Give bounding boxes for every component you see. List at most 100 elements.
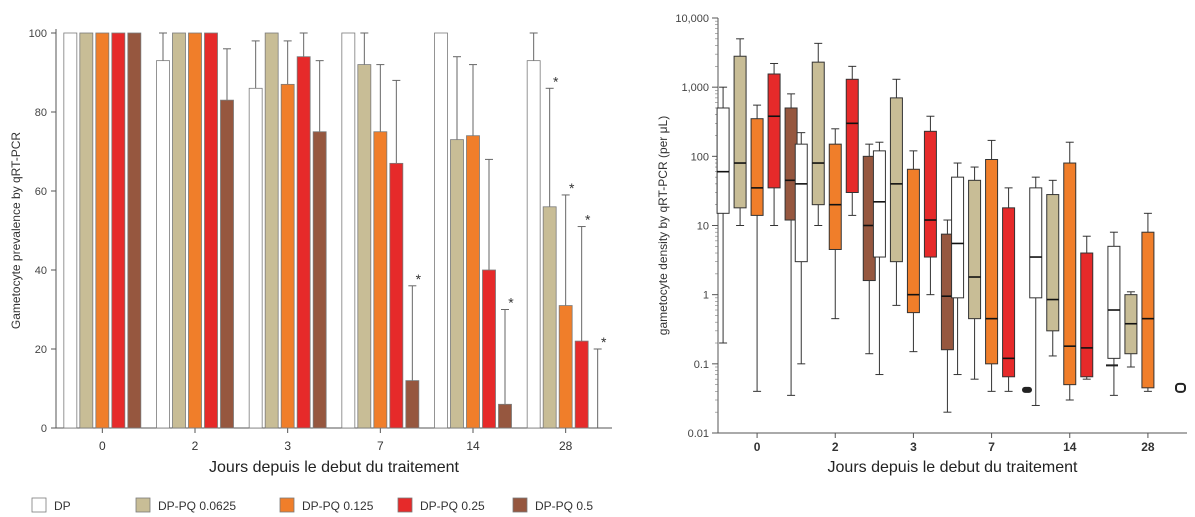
bar-dp-pq-0-5-day-14 [498,403,512,429]
box-dp-pq-0-0625-day-2 [811,61,825,206]
legend-label-dp-pq-0-0625: DP-PQ 0.0625 [158,499,236,513]
box-dp-pq-0-125-day-2 [828,143,842,250]
box-dp-day-3 [872,150,886,258]
box-dp-pq-0-25-day-14 [1080,252,1094,378]
bar-dp-day-28 [526,60,541,429]
x-tick-label-day-14: 14 [466,439,480,453]
bar-dp-pq-0-0625-day-0 [79,32,94,429]
legend-swatch-dp-pq-0-125 [279,497,295,513]
box-dp-pq-0-125-day-14 [1063,162,1077,386]
significance-mark-dp-pq-0-0625-day-28: * [553,73,559,89]
bar-dp-pq-0-25-day-0 [111,32,126,429]
significance-mark-dp-pq-0-5-day-7: * [416,271,422,287]
x-tick-label-day-3: 3 [284,439,291,453]
box-dp-pq-0-0625-day-3 [889,97,903,263]
legend-swatch-dp-pq-0-25 [397,497,413,513]
bar-dp-pq-0-5-day-7 [405,380,420,429]
box-dp-pq-0-25-day-0 [767,73,781,189]
box-dp-day-14 [1029,187,1043,299]
box-dp-pq-0-25-day-2 [845,78,859,193]
bar-dp-pq-0-25-day-7 [389,162,404,429]
bar-dp-pq-0-0625-day-14 [450,139,464,429]
legend-swatch-dp-pq-0-0625 [135,497,151,513]
bar-dp-pq-0-25-day-3 [296,56,311,429]
x-tick-label-day-0: 0 [754,440,761,454]
box-dp-pq-0-25-day-3 [923,130,937,258]
significance-mark-dp-pq-0-5-day-14: * [508,295,514,311]
x-tick-label-day-7: 7 [377,439,384,453]
bar-dp-pq-0-0625-day-3 [264,32,279,429]
significance-mark-dp-pq-0-5-day-28: * [601,334,607,350]
bar-dp-day-14 [434,32,448,429]
x-axis-title: Jours depuis le debut du traitement [828,459,1078,476]
collapsed-marker-day-28 [1175,382,1186,393]
legend-label-dp: DP [54,499,71,513]
y-tick-label-10: 10 [697,221,709,233]
box-dp-pq-0-0625-day-7 [968,179,982,320]
box-dp-day-2 [794,143,808,263]
x-tick-label-day-0: 0 [99,439,106,453]
y-tick-label-100: 100 [691,151,709,163]
x-tick-label-day-14: 14 [1063,440,1077,454]
y-tick-label-60: 60 [35,186,47,198]
box-dp-pq-0-125-day-0 [750,118,764,216]
bar-dp-day-0 [63,32,78,429]
x-tick-label-day-7: 7 [988,440,995,454]
bar-dp-pq-0-125-day-0 [95,32,110,429]
y-tick-label-0-1: 0.1 [694,359,709,371]
box-dp-day-28 [1107,245,1121,359]
y-axis-title: Gametocyte prevalence by qRT-PCR [9,132,23,330]
y-tick-label-1: 1 [703,290,709,302]
box-dp-pq-0-125-day-28 [1141,231,1155,389]
bar-dp-pq-0-5-day-3 [312,131,327,429]
y-tick-label-0: 0 [41,423,47,435]
bar-dp-pq-0-0625-day-28 [542,206,557,429]
y-tick-label-0-01: 0.01 [688,428,709,440]
legend-label-dp-pq-0-25: DP-PQ 0.25 [420,499,485,513]
bar-dp-pq-0-0625-day-2 [172,32,186,429]
collapsed-marker-day-7 [1022,386,1032,393]
bar-dp-pq-0-0625-day-7 [357,64,372,429]
bar-dp-pq-0-125-day-2 [188,32,202,429]
significance-mark-dp-pq-0-25-day-28: * [585,212,591,228]
box-dp-pq-0-0625-day-14 [1046,194,1060,332]
bar-dp-pq-0-25-day-14 [482,269,496,429]
bar-dp-pq-0-125-day-3 [280,83,295,429]
y-tick-label-80: 80 [35,107,47,119]
density-box-chart: 0.01 0.1 1 10 100 1,000 10,000 0 2 3 7 14 28 Jours de… [656,13,1187,476]
bar-dp-day-2 [156,60,170,429]
legend-label-dp-pq-0-125: DP-PQ 0.125 [302,499,374,513]
bar-dp-pq-0-125-day-28 [558,305,573,429]
box-dp-pq-0-25-day-7 [1002,207,1016,378]
box-dp-pq-0-0625-day-0 [733,55,747,209]
prevalence-bar-chart: 0 20 40 60 80 100 0 2 3 7 * 14 * 28 * * * * Jours depuis l… [9,28,612,476]
bar-dp-pq-0-25-day-28 [574,340,589,429]
x-tick-label-day-2: 2 [192,439,199,453]
bar-dp-pq-0-25-day-2 [204,32,218,429]
box-dp-day-0 [716,107,730,214]
x-axis-title: Jours depuis le debut du traitement [209,459,459,476]
legend-swatch-dp [31,497,47,513]
bar-dp-pq-0-5-day-0 [127,32,142,429]
bar-dp-pq-0-125-day-14 [466,135,480,429]
box-dp-day-7 [951,176,965,299]
y-tick-label-1-000: 1,000 [681,82,709,94]
y-tick-label-10-000: 10,000 [675,13,709,25]
significance-mark-dp-pq-0-125-day-28: * [569,180,575,196]
bar-dp-day-3 [248,87,263,429]
y-tick-label-20: 20 [35,344,47,356]
x-tick-label-day-2: 2 [832,440,839,454]
bar-dp-day-7 [341,32,356,429]
legend-swatch-dp-pq-0-5 [512,497,528,513]
box-dp-pq-0-125-day-3 [906,168,920,314]
x-tick-label-day-3: 3 [910,440,917,454]
legend-label-dp-pq-0-5: DP-PQ 0.5 [535,499,593,513]
legend: DP DP-PQ 0.0625 DP-PQ 0.125 DP-PQ 0.25 DP-PQ… [31,497,593,513]
bar-dp-pq-0-5-day-2 [220,99,234,429]
x-tick-label-day-28: 28 [1141,440,1155,454]
bar-dp-pq-0-125-day-7 [373,131,388,429]
x-tick-label-day-28: 28 [559,439,573,453]
y-axis-title: gametocyte density by qRT-PCR (per μL) [656,116,670,335]
box-dp-pq-0-125-day-7 [985,158,999,365]
